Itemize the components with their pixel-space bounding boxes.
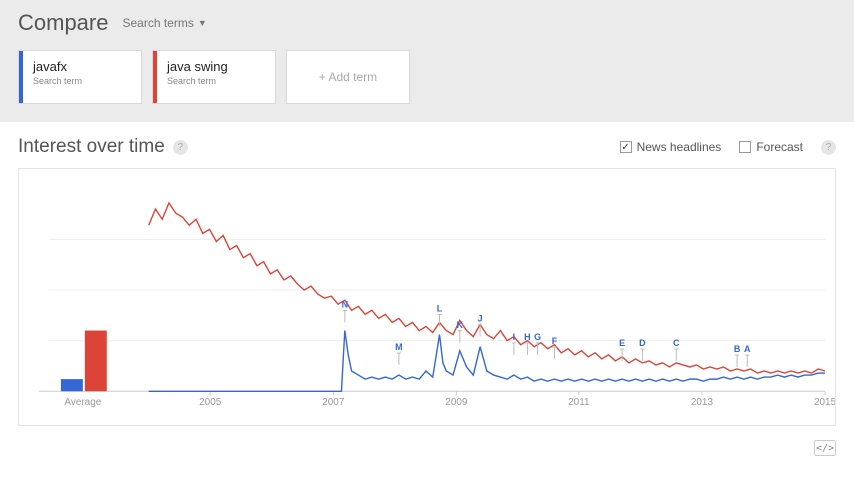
svg-text:A: A [744, 344, 751, 354]
svg-text:J: J [478, 314, 483, 324]
embed-icon[interactable]: </> [814, 440, 836, 456]
svg-text:C: C [673, 338, 680, 348]
chart-footer: </> [0, 436, 854, 456]
chart-header: Interest over time ? ✓ News headlines Fo… [18, 136, 836, 158]
svg-text:2013: 2013 [691, 397, 714, 408]
forecast-toggle-label: Forecast [756, 140, 803, 154]
news-toggle-label: News headlines [637, 140, 722, 154]
svg-text:K: K [457, 320, 464, 330]
svg-text:N: N [342, 300, 348, 310]
interest-chart: Average 2005 2007 2009 2011 2013 2015 N M L K J IHG F… [19, 169, 835, 425]
checkbox-unchecked-icon [739, 141, 751, 153]
term-name: javafx [33, 59, 131, 74]
chart-toggles: ✓ News headlines Forecast ? [620, 140, 836, 155]
svg-text:2009: 2009 [445, 397, 468, 408]
svg-text:Average: Average [64, 397, 101, 408]
chevron-down-icon: ▼ [198, 18, 207, 28]
forecast-toggle[interactable]: Forecast [739, 140, 803, 154]
svg-text:M: M [395, 342, 402, 352]
news-headlines-toggle[interactable]: ✓ News headlines [620, 140, 722, 154]
add-term-button[interactable]: + Add term [286, 50, 410, 104]
svg-text:G: G [534, 332, 541, 342]
term-name: java swing [167, 59, 265, 74]
svg-text:H: H [524, 332, 530, 342]
terms-row: javafx Search term java swing Search term + … [18, 50, 836, 104]
svg-text:2015: 2015 [814, 397, 835, 408]
chart-title: Interest over time [18, 136, 165, 158]
svg-text:E: E [619, 338, 625, 348]
compare-header-section: Compare Search terms ▼ javafx Search term… [0, 0, 854, 122]
term-color-stripe [153, 51, 157, 103]
help-icon[interactable]: ? [821, 140, 836, 155]
svg-text:D: D [639, 338, 646, 348]
svg-text:2011: 2011 [568, 397, 590, 408]
compare-title: Compare [18, 10, 108, 36]
search-terms-dropdown[interactable]: Search terms ▼ [122, 16, 206, 30]
svg-text:F: F [552, 336, 558, 346]
chart-section: Interest over time ? ✓ News headlines Fo… [0, 122, 854, 436]
help-icon[interactable]: ? [173, 140, 188, 155]
checkbox-checked-icon: ✓ [620, 141, 632, 153]
term-subtitle: Search term [33, 76, 131, 86]
dropdown-label: Search terms [122, 16, 193, 30]
svg-text:2005: 2005 [199, 397, 222, 408]
svg-text:I: I [513, 332, 515, 342]
compare-title-row: Compare Search terms ▼ [18, 10, 836, 36]
chart-container: Average 2005 2007 2009 2011 2013 2015 N M L K J IHG F… [18, 168, 836, 426]
svg-text:B: B [734, 344, 741, 354]
svg-text:L: L [437, 304, 443, 314]
term-card[interactable]: javafx Search term [18, 50, 142, 104]
term-subtitle: Search term [167, 76, 265, 86]
chart-title-wrap: Interest over time ? [18, 136, 188, 158]
svg-text:2007: 2007 [322, 397, 345, 408]
term-card[interactable]: java swing Search term [152, 50, 276, 104]
term-color-stripe [19, 51, 23, 103]
